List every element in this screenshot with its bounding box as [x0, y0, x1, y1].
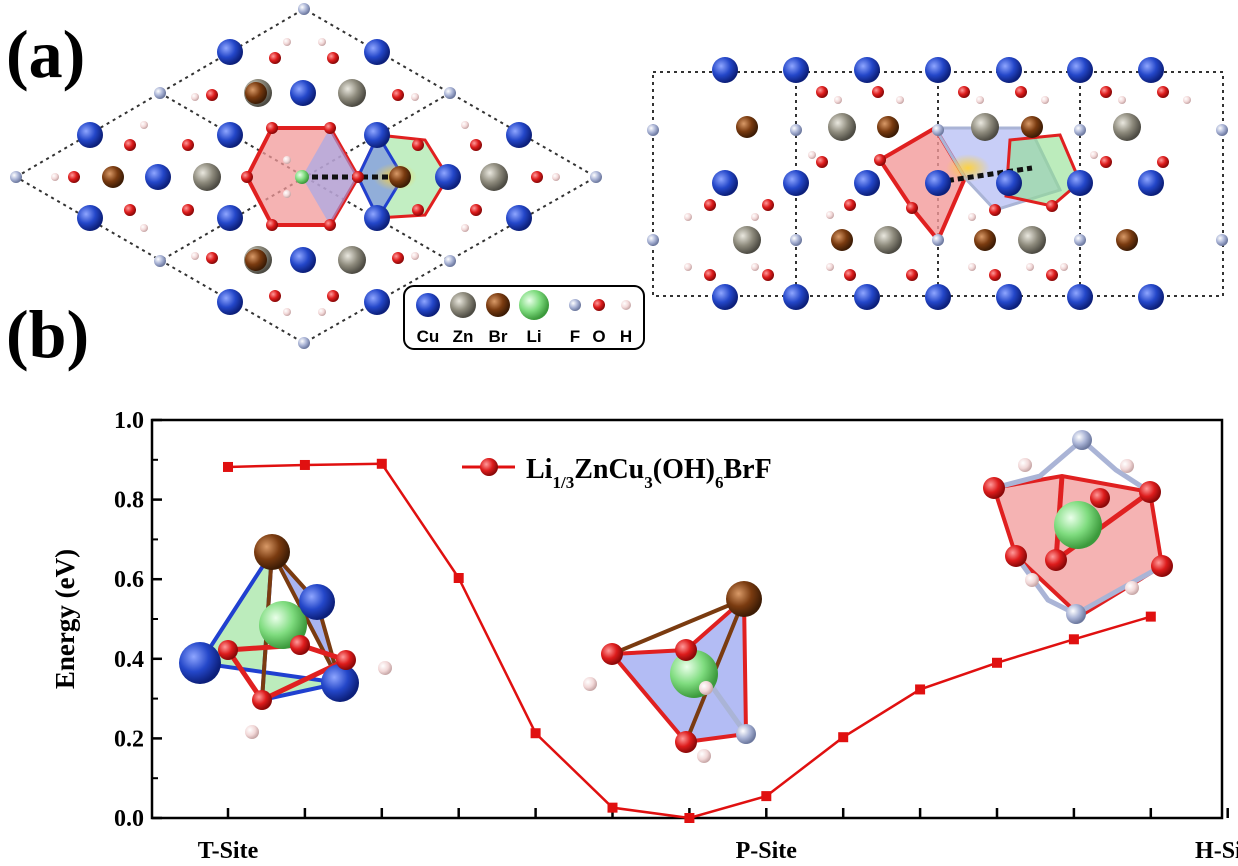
legend-label-li: Li: [526, 327, 541, 346]
x-tick-label: P-Site: [736, 838, 798, 864]
legend-atom-li: [519, 290, 549, 320]
y-axis: 0.0 0.2 0.4 0.6 0.8 1.0: [114, 408, 162, 832]
legend-label-zn: Zn: [453, 327, 474, 346]
y-tick-label: 0.0: [114, 806, 144, 832]
crystal-structure-side-view: [647, 57, 1228, 310]
data-point: [299, 459, 310, 470]
legend-label-h: H: [620, 327, 632, 346]
atoms-left: [10, 3, 602, 349]
legend-atom-f: [569, 299, 581, 311]
panel-label-b: (b): [6, 296, 90, 372]
data-point: [1068, 634, 1079, 645]
data-point: [453, 573, 464, 584]
data-point: [376, 458, 387, 469]
legend-atom-br: [486, 293, 510, 317]
panel-label-a: (a): [6, 16, 86, 92]
legend-label-f: F: [570, 327, 580, 346]
data-point: [684, 813, 695, 823]
legend-atom-o: [593, 299, 605, 311]
data-point: [992, 657, 1002, 668]
y-axis-title: Energy (eV): [50, 549, 80, 689]
data-point: [761, 791, 772, 802]
data-point: [1145, 611, 1156, 622]
data-point: [607, 802, 618, 813]
y-tick-label: 1.0: [114, 408, 144, 434]
x-axis: T-Site P-Site H-Site: [198, 808, 1238, 864]
series-legend-marker: [480, 458, 498, 476]
data-point: [915, 684, 926, 695]
data-point: [530, 728, 541, 739]
data-point: [223, 461, 233, 472]
h-site-inset: [983, 430, 1173, 624]
energy-chart: 0.0 0.2 0.4 0.6 0.8 1.0 T-Site P-Site H-Site En…: [50, 408, 1238, 864]
y-tick-label: 0.2: [114, 726, 144, 752]
x-tick-label: H-Site: [1195, 838, 1238, 864]
p-site-inset: [583, 581, 762, 763]
crystal-structure-top-view: [10, 3, 602, 349]
y-tick-label: 0.6: [114, 567, 144, 593]
y-tick-label: 0.4: [114, 647, 144, 673]
legend-label-br: Br: [489, 327, 508, 346]
series-layer: [223, 458, 1156, 823]
y-tick-label: 0.8: [114, 488, 144, 514]
legend-label-o: O: [592, 327, 605, 346]
atoms-right: [647, 57, 1228, 310]
legend-atom-h: [621, 300, 631, 310]
legend-atom-cu: [416, 293, 440, 317]
t-site-inset: [179, 534, 392, 739]
legend-atom-zn: [450, 292, 476, 318]
x-tick-label: T-Site: [198, 838, 259, 864]
data-point: [838, 732, 849, 743]
legend-label-cu: Cu: [417, 327, 440, 346]
element-legend: Cu Zn Br Li F O H: [403, 285, 645, 350]
